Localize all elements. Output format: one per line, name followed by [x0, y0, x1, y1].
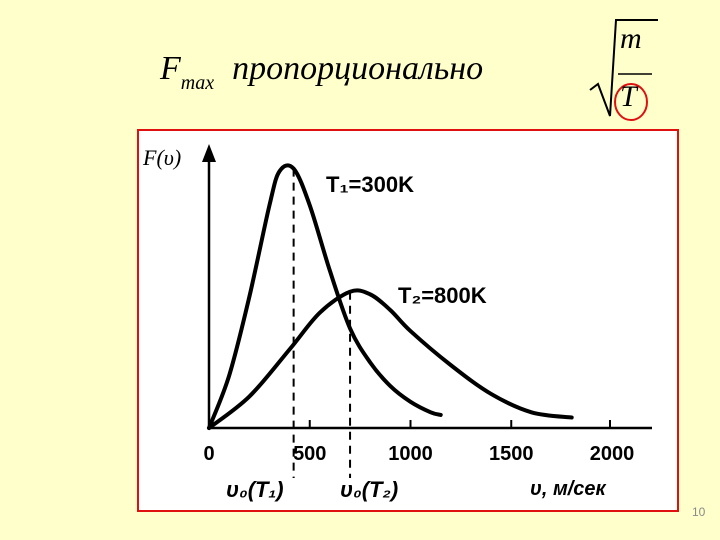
x-tick-label: 1000 — [388, 443, 433, 465]
graph-panel — [137, 129, 679, 512]
v0-t2-label: υ₀(T₂) — [340, 477, 398, 502]
x-tick-label: 1500 — [489, 443, 534, 465]
x-tick-label: 500 — [293, 443, 326, 465]
title-formula: F max пропорционально — [160, 50, 483, 100]
series-line-1 — [207, 163, 443, 430]
title-word: пропорционально — [232, 50, 484, 87]
fraction-numerator: m — [620, 22, 642, 55]
x-tick-label: 2000 — [590, 443, 635, 465]
series-line-2 — [207, 288, 574, 430]
y-axis-label: F(υ) — [143, 145, 182, 170]
curve1-label: T₁=300K — [326, 172, 414, 197]
fraction-denominator: T — [620, 80, 637, 113]
title-subscript: max — [180, 72, 215, 94]
highlight-circle — [614, 83, 648, 121]
curve2-label: T₂=800K — [398, 283, 487, 308]
sqrt-sign — [589, 19, 658, 121]
x-tick-label: 0 — [203, 443, 214, 465]
y-axis-arrow — [202, 144, 216, 162]
title-symbol: F — [160, 50, 181, 87]
v0-t1-label: υ₀(T₁) — [226, 477, 284, 502]
page-number: 10 — [692, 505, 706, 519]
x-axis-label: υ, м/сек — [530, 478, 607, 500]
